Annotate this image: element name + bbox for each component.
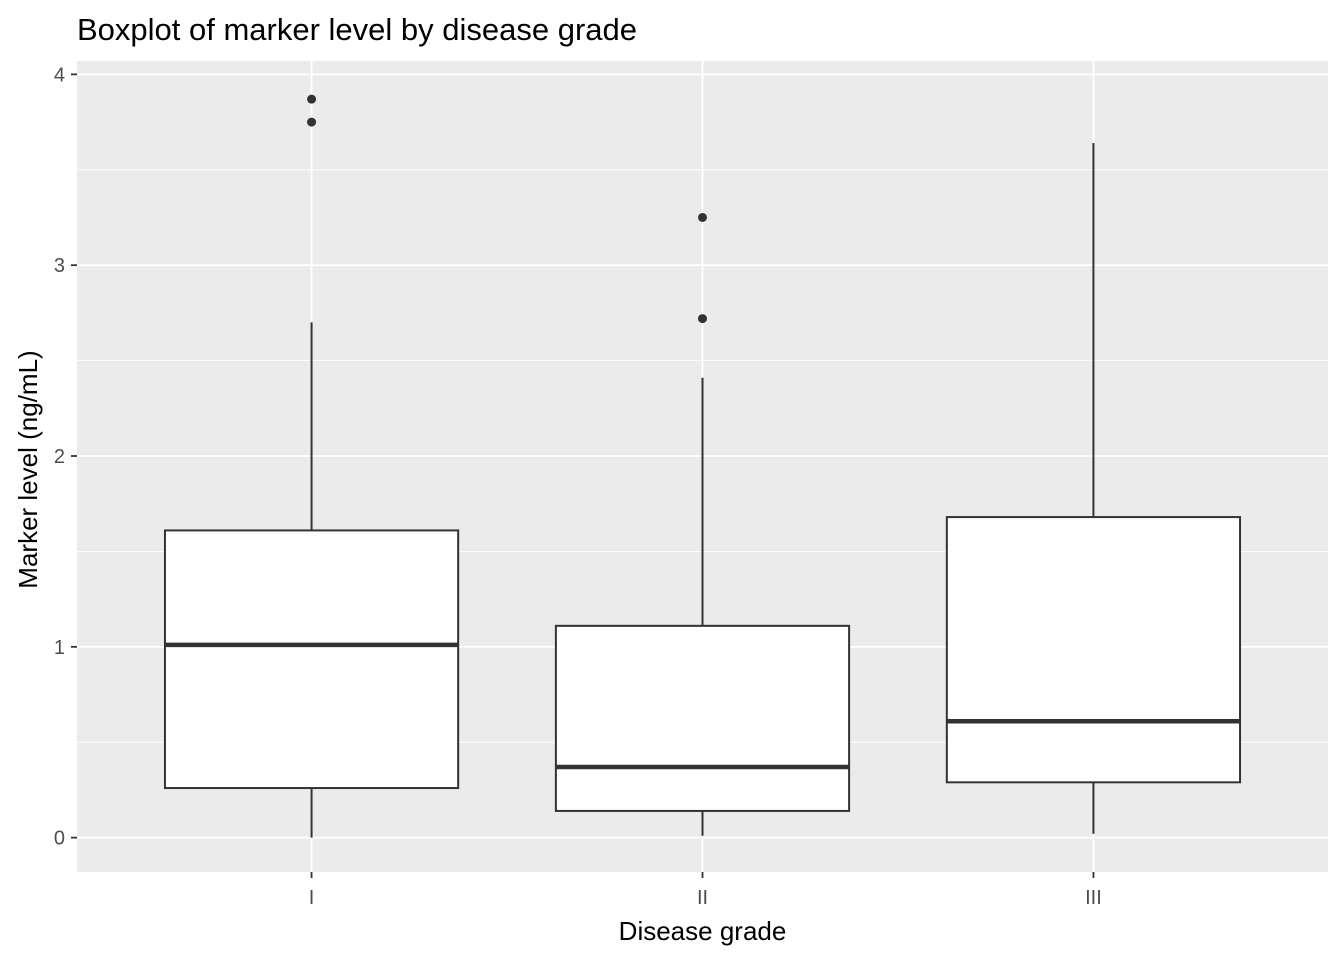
y-tick-label: 0 [54,828,65,850]
x-axis-title: Disease grade [619,916,787,946]
y-axis-title: Marker level (ng/mL) [13,350,43,588]
y-tick-label: 3 [54,255,65,277]
y-axis: 0 1 2 3 4 [54,64,77,850]
x-tick-label: III [1085,887,1102,909]
outlier-point [698,212,707,222]
x-axis: I II III [309,872,1102,909]
box-series [163,94,1242,838]
box-III [945,143,1242,834]
y-tick-label: 1 [54,637,65,659]
outlier-point [307,117,317,127]
outlier-point [698,314,707,324]
box-II [554,212,851,836]
iqr-box [163,529,460,790]
y-tick-label: 2 [54,446,65,468]
iqr-box [945,516,1242,784]
x-tick-label: I [309,887,315,909]
iqr-box [554,624,851,812]
y-tick-label: 4 [54,64,65,86]
outlier-point [307,94,317,104]
x-tick-label: II [697,887,708,909]
box-I [163,94,460,838]
chart-title: Boxplot of marker level by disease grade [77,12,638,47]
